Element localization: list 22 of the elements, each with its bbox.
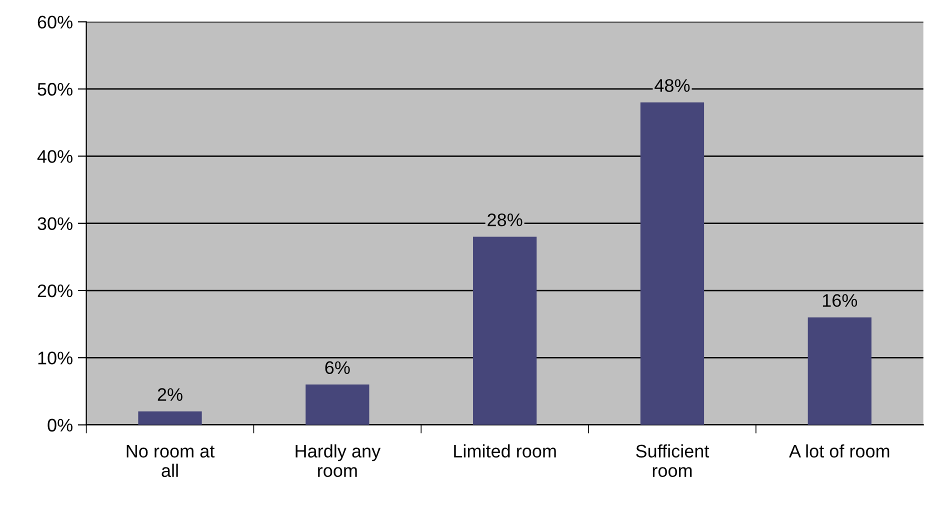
- x-tick-label: Sufficient room: [636, 444, 710, 478]
- y-tick-label: 40%: [37, 150, 72, 163]
- bar: [473, 236, 537, 425]
- y-tick-label: 0%: [48, 418, 72, 432]
- y-tick-label: 30%: [38, 217, 72, 230]
- x-tick-label: Limited room: [454, 444, 556, 458]
- bar: [138, 411, 202, 425]
- y-tick-label: 50%: [38, 82, 72, 96]
- x-tick-label: No room at all: [126, 444, 215, 478]
- y-tick-label: 10%: [38, 352, 72, 364]
- data-label: 48%: [654, 79, 690, 92]
- x-tick-label: Hardly any room: [296, 444, 381, 478]
- bar: [640, 102, 704, 425]
- data-label: 6%: [325, 361, 350, 374]
- data-label: 16%: [822, 294, 858, 307]
- bar: [808, 317, 872, 425]
- y-tick-label: 60%: [38, 16, 72, 29]
- data-label: 28%: [488, 213, 522, 226]
- data-label: 2%: [158, 388, 182, 401]
- x-tick-label: A lot of room: [789, 444, 890, 458]
- bar: [306, 384, 370, 425]
- y-tick-label: 20%: [38, 284, 72, 298]
